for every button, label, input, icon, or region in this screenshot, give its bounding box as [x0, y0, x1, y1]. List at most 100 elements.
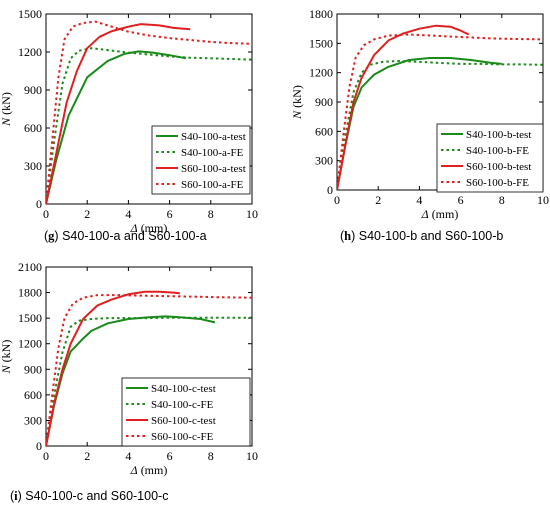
x-tick-label: 10: [537, 193, 549, 207]
x-axis-unit: (mm): [138, 221, 168, 235]
x-tick-label: 2: [375, 193, 381, 207]
y-axis-label: N (kN): [0, 92, 13, 127]
x-axis-symbol: Δ: [130, 463, 138, 477]
y-tick-label: 1800: [309, 7, 333, 21]
legend-box: [151, 125, 251, 195]
y-tick-label: 300: [315, 154, 333, 168]
caption-paren-close: ): [351, 229, 355, 243]
legend-label: S60-100-a-test: [181, 163, 246, 175]
series-line-S60-100-b-FE: [337, 33, 543, 190]
chart-panel-h: 0 2 4 6 8 10 0 300 600 900 1200 1500 1800 Δ (mm) N (kN…: [290, 7, 549, 243]
y-axis-symbol: N: [0, 117, 13, 127]
y-tick-label: 300: [24, 413, 42, 427]
legend-label: S60-100-a-FE: [181, 179, 244, 191]
x-tick-label: 10: [246, 207, 258, 221]
caption-paren-open: (: [340, 229, 345, 243]
x-tick-label: 8: [499, 193, 505, 207]
figure-caption: (g) S40-100-a and S60-100-a: [44, 229, 207, 243]
x-tick-label: 2: [84, 449, 90, 463]
caption-paren-close: ): [18, 489, 22, 503]
legend-label: S40-100-c-test: [151, 383, 216, 395]
caption-text: S40-100-a and S60-100-a: [59, 229, 207, 243]
series-line-S40-100-c-FE: [46, 316, 252, 446]
x-axis-symbol: Δ: [421, 207, 429, 221]
y-tick-label: 1500: [309, 36, 333, 50]
y-tick-label: 600: [24, 121, 42, 135]
x-tick-label: 10: [246, 449, 258, 463]
figure-caption: (i) S40-100-c and S60-100-c: [10, 489, 168, 503]
x-axis-unit: (mm): [429, 207, 459, 221]
y-axis-unit: (kN): [0, 340, 13, 366]
y-axis-label: N (kN): [290, 85, 304, 120]
x-axis-label: Δ (mm): [130, 463, 168, 477]
caption-paren-close: ): [54, 229, 58, 243]
legend-label: S60-100-b-test: [466, 161, 531, 173]
caption-text: S40-100-c and S60-100-c: [22, 489, 169, 503]
caption-paren-open: (: [44, 229, 49, 243]
caption-letter: g: [48, 229, 55, 243]
x-tick-label: 0: [334, 193, 340, 207]
y-tick-label: 600: [315, 124, 333, 138]
y-tick-label: 300: [24, 159, 42, 173]
legend-label: S40-100-b-FE: [466, 145, 529, 157]
legend-label: S60-100-c-test: [151, 415, 216, 427]
x-tick-label: 4: [125, 207, 131, 221]
x-tick-label: 6: [167, 449, 173, 463]
y-tick-label: 900: [24, 362, 42, 376]
legend-label: S60-100-b-FE: [466, 177, 529, 189]
series-line-S40-100-b-FE: [337, 59, 543, 190]
y-tick-label: 900: [315, 95, 333, 109]
caption-paren-open: (: [10, 489, 15, 503]
legend-label: S40-100-a-test: [181, 131, 246, 143]
plot-frame: [45, 13, 253, 205]
x-axis-symbol: Δ: [130, 221, 138, 235]
y-tick-label: 1200: [309, 66, 333, 80]
chart-panel-g: 0 2 4 6 8 10 0 300 600 900 1200 1500 Δ (mm) N (kN) S40…: [0, 7, 258, 243]
x-tick-label: 8: [208, 207, 214, 221]
caption-letter: i: [14, 489, 18, 503]
y-tick-label: 2100: [18, 260, 42, 274]
y-tick-label: 1200: [18, 337, 42, 351]
y-tick-label: 1500: [18, 7, 42, 21]
series-line-S60-100-a-FE: [46, 20, 252, 204]
x-tick-label: 6: [167, 207, 173, 221]
x-tick-label: 8: [208, 449, 214, 463]
y-tick-label: 0: [327, 183, 333, 197]
y-axis-symbol: N: [290, 110, 304, 120]
y-axis-label: N (kN): [0, 340, 13, 375]
legend-label: S60-100-c-FE: [151, 431, 214, 443]
series-line-S60-100-c-FE: [46, 294, 252, 446]
y-axis-symbol: N: [0, 364, 13, 374]
y-tick-label: 900: [24, 83, 42, 97]
legend-box: [436, 123, 544, 193]
series-line-S60-100-a-test: [46, 23, 191, 204]
caption-letter: h: [344, 229, 351, 243]
series-line-S40-100-a-test: [46, 50, 187, 204]
y-axis-unit: (kN): [290, 85, 304, 111]
x-axis-label: Δ (mm): [421, 207, 459, 221]
x-tick-label: 4: [125, 449, 131, 463]
caption-text: S40-100-b and S60-100-b: [355, 229, 503, 243]
y-tick-label: 0: [36, 197, 42, 211]
x-tick-label: 2: [84, 207, 90, 221]
chart-panel-i: 0 2 4 6 8 10 0 300 600 900 1200 1500 1800 2100 Δ (mm) N…: [0, 260, 258, 503]
series-line-S40-100-a-FE: [46, 47, 252, 204]
legend-label: S40-100-a-FE: [181, 147, 244, 159]
legend-box: [121, 377, 251, 447]
legend-label: S40-100-b-test: [466, 129, 531, 141]
series-line-S60-100-c-test: [46, 290, 181, 446]
y-axis-unit: (kN): [0, 92, 13, 118]
y-tick-label: 1200: [18, 45, 42, 59]
x-axis-label: Δ (mm): [130, 221, 168, 235]
figure-caption: (h) S40-100-b and S60-100-b: [340, 229, 503, 243]
y-tick-label: 600: [24, 388, 42, 402]
y-tick-label: 1800: [18, 286, 42, 300]
x-axis-unit: (mm): [138, 463, 168, 477]
series-line-S60-100-b-test: [337, 24, 470, 190]
x-tick-label: 0: [43, 207, 49, 221]
x-tick-label: 0: [43, 449, 49, 463]
x-tick-label: 4: [416, 193, 422, 207]
legend-label: S40-100-c-FE: [151, 399, 214, 411]
y-tick-label: 1500: [18, 311, 42, 325]
